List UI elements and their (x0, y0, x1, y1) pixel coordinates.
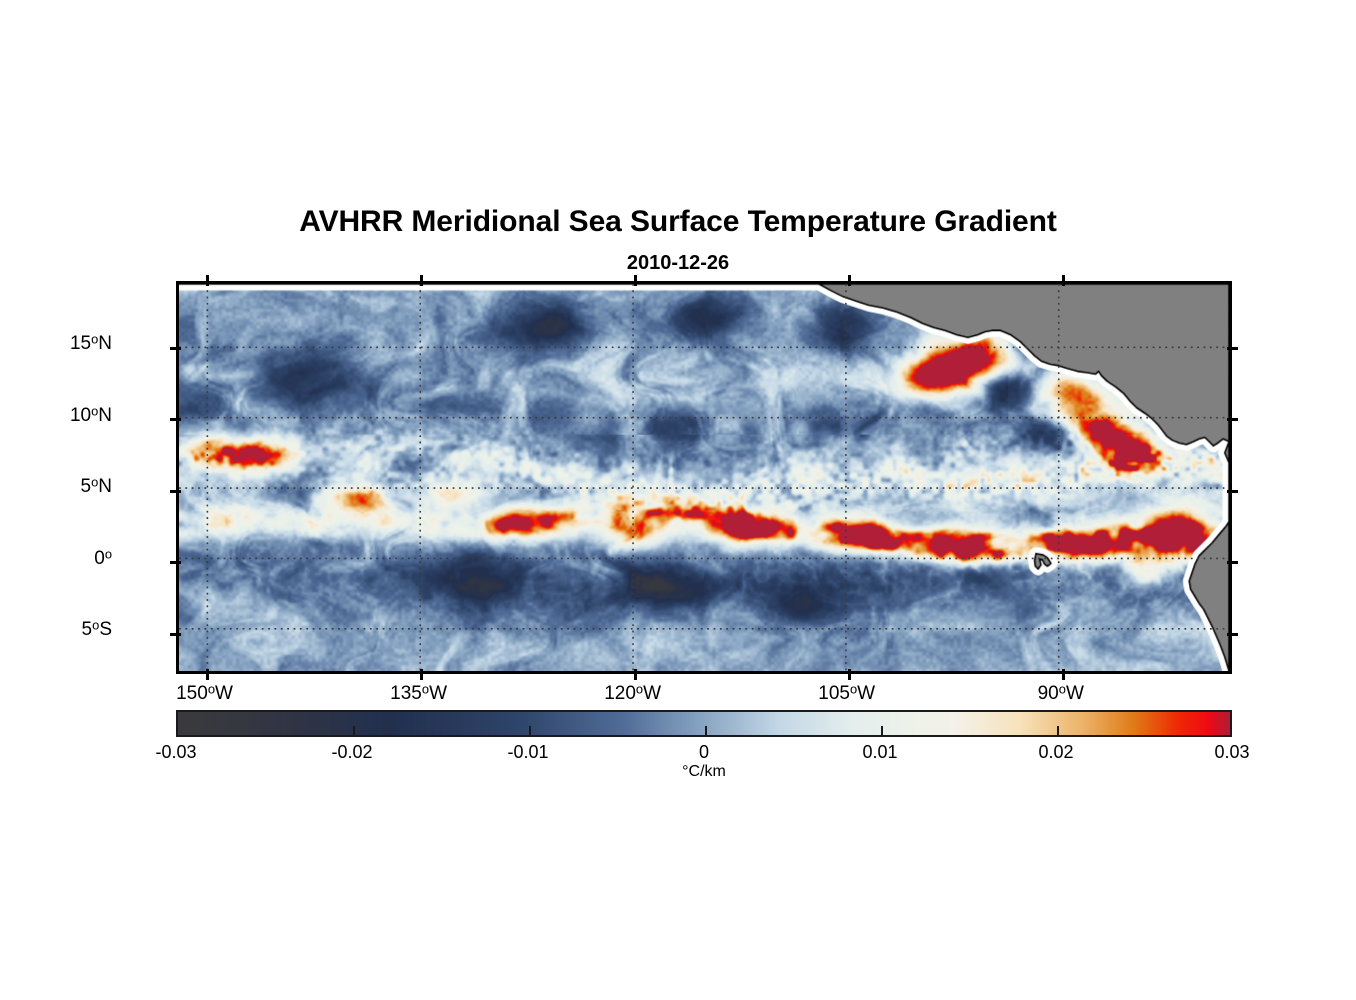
colorbar-tick-label: -0.01 (507, 742, 549, 762)
x-tick-mark-top (848, 275, 852, 286)
colorbar-tick-mark (1057, 726, 1059, 735)
x-tick-mark-top (420, 275, 424, 286)
colorbar-tick-label: -0.03 (155, 742, 197, 762)
x-axis-label: 120oW (604, 681, 662, 704)
sst-gradient-heatmap (179, 284, 1229, 671)
y-tick-mark (170, 632, 181, 636)
y-axis-label: 5oN (80, 474, 113, 498)
figure-subtitle-date: 2010-12-26 (626, 252, 730, 274)
x-axis-label: 150oW (176, 681, 233, 704)
x-tick-mark-top (1062, 275, 1066, 286)
y-axis-label: 15oN (69, 331, 112, 355)
colorbar-unit-label: °C/km (682, 763, 726, 780)
colorbar-tick-label: -0.02 (331, 742, 373, 762)
x-tick-mark (206, 669, 210, 680)
colorbar-tick-mark (881, 726, 883, 735)
y-axis-label: 0o (94, 546, 112, 569)
page-title: AVHRR Meridional Sea Surface Temperature… (299, 205, 1057, 238)
colorbar-tick-label: 0.02 (1038, 742, 1074, 762)
colorbar-tick-mark (705, 726, 707, 735)
y-tick-mark-right (1227, 561, 1238, 565)
colorbar-tick-label: 0.03 (1214, 742, 1250, 762)
colorbar-tick-mark (353, 726, 355, 735)
colorbar-tick-label: 0.01 (862, 742, 898, 762)
colorbar-gradient (178, 712, 1230, 735)
x-tick-mark (1062, 669, 1066, 680)
y-tick-mark (170, 418, 181, 422)
y-tick-mark (170, 561, 181, 565)
y-axis-label: 5oS (81, 617, 112, 641)
y-tick-mark-right (1227, 418, 1238, 422)
x-tick-mark (848, 669, 852, 680)
y-tick-mark (170, 346, 181, 350)
x-tick-mark-top (634, 275, 638, 286)
x-tick-mark (634, 669, 638, 680)
y-tick-mark-right (1227, 489, 1238, 493)
x-tick-mark (420, 669, 424, 680)
colorbar-tick-label: 0 (698, 742, 709, 762)
x-axis-label: 135oW (390, 681, 447, 704)
y-axis-label: 10oN (69, 403, 112, 426)
map-plot-area (170, 275, 1238, 680)
x-axis-label: 90oW (1037, 681, 1084, 704)
x-tick-mark-top (206, 275, 210, 286)
colorbar-tick-mark (529, 726, 531, 735)
y-tick-mark (170, 489, 181, 493)
x-axis-label: 105oW (818, 681, 876, 704)
y-tick-mark-right (1227, 346, 1238, 350)
colorbar (176, 710, 1232, 737)
y-tick-mark-right (1227, 632, 1238, 636)
